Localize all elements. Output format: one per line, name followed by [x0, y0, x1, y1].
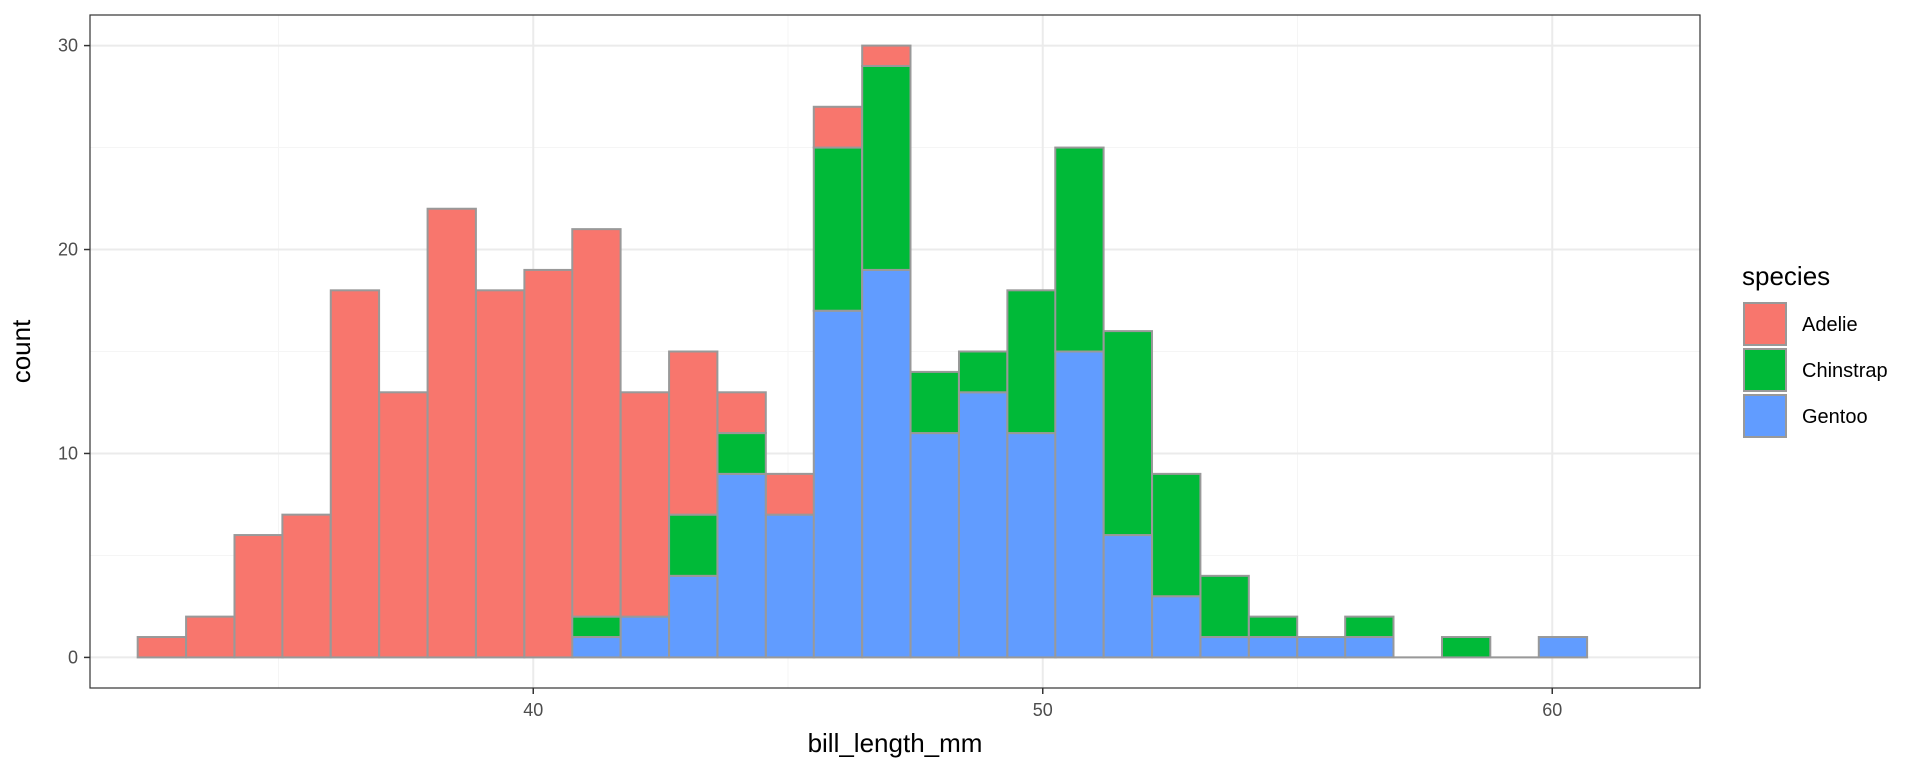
bar-adelie	[668, 350, 719, 516]
bar-gentoo	[812, 309, 864, 659]
bar-chinstrap	[1344, 615, 1395, 639]
legend-swatch-adelie	[1743, 302, 1787, 346]
bar-chinstrap	[571, 615, 622, 639]
bar-gentoo	[1344, 636, 1395, 659]
bar-gentoo	[1151, 595, 1202, 659]
bar-chinstrap	[1440, 636, 1492, 659]
bar-gentoo	[1006, 432, 1057, 659]
bar-adelie	[861, 44, 912, 67]
legend-label-chinstrap: Chinstrap	[1802, 360, 1888, 382]
x-tick-label: 50	[1033, 700, 1053, 720]
legend-swatch-chinstrap	[1743, 348, 1787, 392]
bar-adelie	[233, 534, 284, 659]
bar-chinstrap	[716, 432, 767, 475]
bar-adelie	[426, 207, 477, 659]
bar-adelie	[764, 472, 816, 516]
bar-gentoo	[668, 574, 719, 659]
bar-adelie	[281, 513, 332, 659]
bar-adelie	[523, 268, 574, 659]
bars	[136, 44, 1589, 659]
legend: species Adelie Chinstrap Gentoo	[1742, 261, 1888, 438]
bar-gentoo	[571, 636, 622, 659]
legend-swatch-gentoo	[1743, 394, 1787, 438]
bar-chinstrap	[861, 64, 912, 271]
bar-adelie	[812, 105, 864, 149]
bar-adelie	[136, 636, 187, 659]
bar-gentoo	[1054, 350, 1105, 659]
bar-gentoo	[957, 391, 1009, 659]
legend-title: species	[1742, 261, 1830, 291]
bar-chinstrap	[957, 350, 1009, 394]
axes: 40 50 60 0 10 20 30	[58, 36, 1562, 720]
bar-gentoo	[619, 615, 670, 659]
bar-chinstrap	[668, 513, 719, 577]
bar-gentoo	[861, 268, 912, 659]
bar-gentoo	[1247, 636, 1299, 659]
bar-gentoo	[1199, 636, 1250, 659]
bar-adelie	[329, 289, 381, 659]
panel-border	[89, 14, 1701, 689]
bar-gentoo	[1537, 636, 1589, 659]
bar-chinstrap	[909, 370, 960, 435]
legend-label-adelie: Adelie	[1802, 314, 1858, 336]
bar-chinstrap	[812, 146, 864, 312]
bar-gentoo	[1296, 636, 1347, 659]
bar-adelie	[378, 391, 429, 659]
y-tick-label: 10	[58, 443, 78, 463]
bar-chinstrap	[1102, 330, 1153, 537]
bar-adelie	[571, 228, 622, 618]
bar-chinstrap	[1199, 574, 1250, 639]
bar-chinstrap	[1006, 289, 1057, 435]
bar-adelie	[474, 289, 526, 659]
bar-chinstrap	[1247, 615, 1299, 639]
bar-gentoo	[716, 472, 767, 659]
y-tick-label: 0	[68, 647, 78, 667]
bar-gentoo	[909, 432, 960, 659]
y-tick-label: 20	[58, 240, 78, 260]
bar-chinstrap	[1151, 472, 1202, 598]
bar-adelie	[716, 391, 767, 435]
y-tick-label: 30	[58, 36, 78, 56]
x-tick-label: 60	[1542, 700, 1562, 720]
y-axis-title: count	[6, 319, 36, 383]
bar-adelie	[619, 391, 670, 618]
legend-label-gentoo: Gentoo	[1802, 406, 1868, 428]
bar-gentoo	[1102, 534, 1153, 659]
x-axis-title: bill_length_mm	[808, 728, 983, 758]
bar-gentoo	[764, 513, 816, 659]
bar-chinstrap	[1054, 146, 1105, 353]
x-tick-label: 40	[523, 700, 543, 720]
bar-adelie	[185, 615, 236, 659]
